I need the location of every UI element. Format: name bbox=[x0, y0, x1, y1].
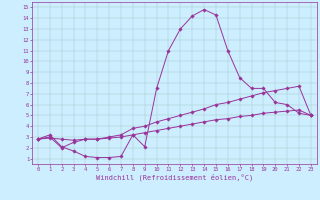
X-axis label: Windchill (Refroidissement éolien,°C): Windchill (Refroidissement éolien,°C) bbox=[96, 173, 253, 181]
